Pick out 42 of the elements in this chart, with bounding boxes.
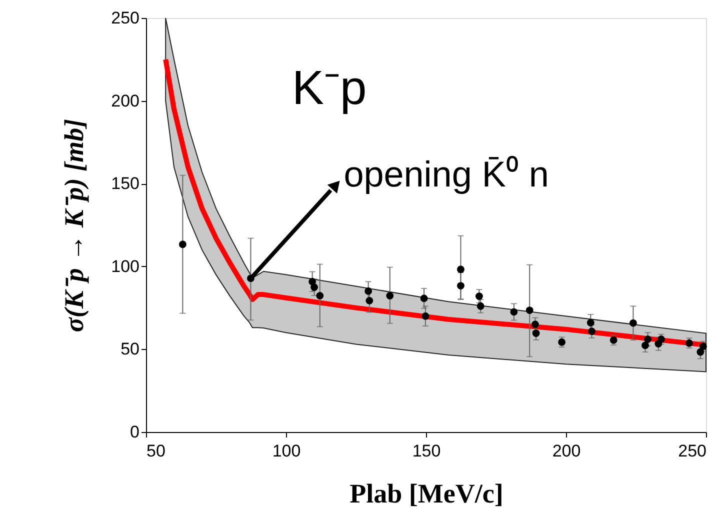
point	[420, 294, 428, 302]
y-axis-title: σ(K⁻p → K⁻p) [mb]	[59, 118, 90, 332]
y-tick-label: 100	[111, 256, 140, 276]
point	[422, 312, 430, 320]
y-tick-label: 150	[111, 174, 140, 194]
x-tick-label: 200	[552, 442, 581, 460]
point	[526, 306, 534, 314]
annotation: opening K̄⁰ n	[344, 153, 549, 194]
point	[657, 336, 665, 343]
point	[629, 319, 637, 327]
point	[588, 328, 596, 336]
y-tick-label: 250	[111, 8, 140, 28]
y-tick-label: 0	[130, 422, 140, 442]
x-tick-label: 50	[146, 442, 166, 460]
point	[558, 338, 566, 346]
point	[310, 284, 318, 291]
point	[699, 342, 707, 350]
x-tick-label: 250	[678, 442, 706, 460]
x-tick-label: 150	[412, 442, 441, 460]
point	[386, 292, 394, 300]
point	[610, 336, 618, 344]
x-tick-label: 100	[272, 442, 301, 460]
point	[366, 296, 374, 304]
point	[510, 308, 518, 316]
point	[457, 266, 464, 274]
y-tick-label: 200	[111, 91, 140, 110]
point	[642, 342, 649, 350]
y-tick-label: 50	[120, 340, 140, 359]
point	[696, 348, 704, 356]
point	[685, 339, 693, 347]
point	[532, 330, 540, 338]
point	[457, 282, 464, 290]
point	[316, 292, 324, 300]
point	[586, 319, 594, 326]
x-axis-title: Plab [MeV/c]	[350, 478, 504, 508]
annotation: K⁻p	[292, 62, 367, 115]
point	[644, 336, 652, 343]
point	[475, 292, 483, 300]
point	[364, 287, 372, 295]
point	[178, 240, 186, 248]
point	[531, 320, 539, 328]
point	[476, 302, 484, 310]
